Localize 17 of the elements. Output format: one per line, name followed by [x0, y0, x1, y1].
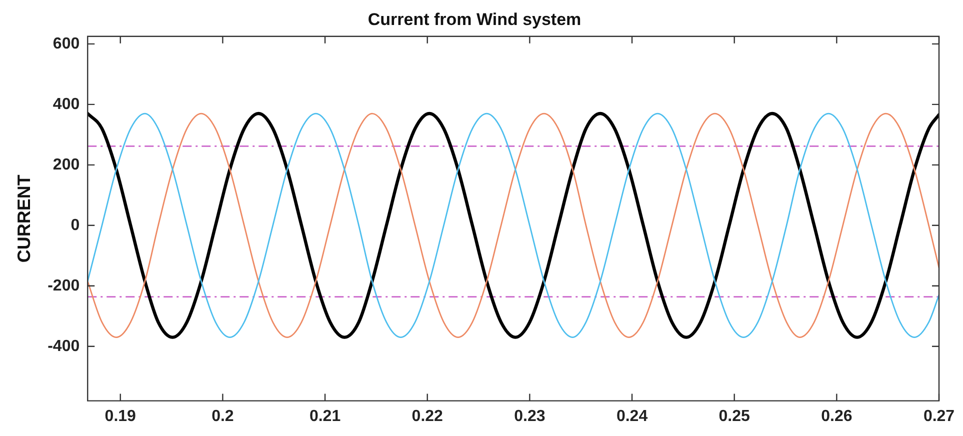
chart-title: Current from Wind system: [368, 10, 582, 29]
y-tick-label: 0: [70, 216, 80, 234]
x-tick-label: 0.2: [212, 408, 234, 425]
x-tick-label: 0.27: [923, 408, 955, 425]
x-tick-label: 0.19: [104, 408, 136, 425]
x-tick-label: 0.24: [616, 408, 648, 425]
y-tick-label: 200: [52, 156, 80, 174]
y-tick-label: 600: [52, 35, 80, 52]
y-tick-label: -400: [48, 338, 80, 355]
y-axis-title: CURRENT: [14, 174, 34, 263]
x-tick-label: 0.23: [514, 408, 546, 425]
x-tick-label: 0.25: [718, 408, 750, 425]
x-tick-label: 0.26: [821, 408, 852, 425]
x-tick-label: 0.21: [309, 408, 341, 425]
y-tick-label: -200: [48, 277, 80, 294]
x-tick-label: 0.22: [412, 408, 444, 425]
y-tick-label: 400: [52, 96, 80, 113]
